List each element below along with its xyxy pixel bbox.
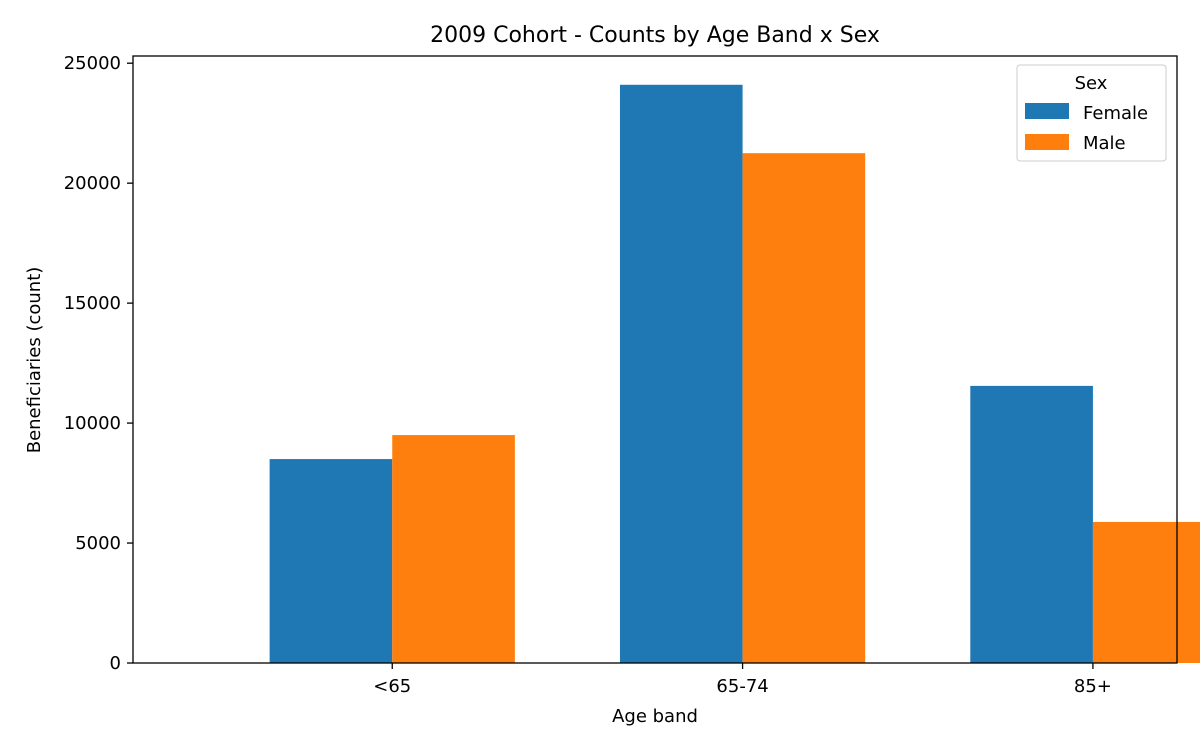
chart-title: 2009 Cohort - Counts by Age Band x Sex <box>430 23 880 48</box>
x-tick-label: <65 <box>373 676 411 697</box>
legend-swatch-male <box>1025 134 1069 150</box>
plot-frame <box>132 55 1178 664</box>
y-tick-label: 25000 <box>64 53 121 74</box>
bar-female-2 <box>970 385 1093 663</box>
x-tick-label: 65-74 <box>716 676 768 697</box>
bar-male-1 <box>742 153 866 664</box>
y-tick-label: 10000 <box>64 413 121 434</box>
legend-title: Sex <box>1075 73 1108 94</box>
x-axis-ticks: <65 65-74 85+ <box>373 663 1112 697</box>
bar-female-1 <box>619 84 743 663</box>
bar-female-0 <box>269 459 393 663</box>
bar-male-0 <box>392 435 515 663</box>
y-tick-label: 5000 <box>75 533 121 554</box>
y-tick-label: 20000 <box>64 173 121 194</box>
y-axis-label: Beneficiaries (count) <box>24 267 45 454</box>
x-axis-label: Age band <box>612 706 698 727</box>
y-axis-ticks: 0 5000 10000 15000 20000 25000 <box>64 53 133 674</box>
legend: Sex Female Male <box>1016 64 1167 162</box>
y-tick-label: 15000 <box>64 293 121 314</box>
bars-group <box>269 84 1200 664</box>
legend-swatch-female <box>1025 103 1069 119</box>
y-tick-label: 0 <box>110 653 121 674</box>
legend-label-female: Female <box>1083 103 1148 124</box>
bar-male-2 <box>1092 521 1200 663</box>
legend-label-male: Male <box>1083 133 1126 154</box>
x-tick-label: 85+ <box>1074 676 1112 697</box>
